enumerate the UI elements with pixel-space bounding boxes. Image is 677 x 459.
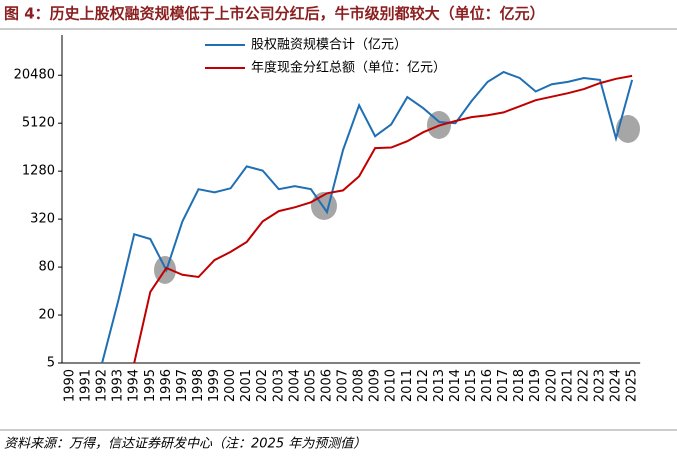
x-tick-label: 2016 <box>480 369 495 402</box>
x-tick-label: 2009 <box>368 369 383 402</box>
x-tick-label: 2015 <box>464 369 479 402</box>
x-tick-label: 2014 <box>448 369 463 402</box>
chart-title: 图 4：历史上股权融资规模低于上市公司分红后，牛市级别都较大（单位：亿元） <box>4 5 545 23</box>
x-tick-label: 1996 <box>159 369 174 402</box>
x-tick-label: 1992 <box>95 369 110 402</box>
legend-label: 年度现金分红总额（单位：亿元） <box>251 60 446 76</box>
x-tick-label: 2024 <box>609 369 624 402</box>
y-tick-label: 5 <box>47 356 55 371</box>
highlights <box>154 111 640 284</box>
x-tick-label: 1999 <box>207 369 222 402</box>
x-tick-label: 2019 <box>528 369 543 402</box>
x-tick-label: 2020 <box>544 369 559 402</box>
y-tick-label: 1280 <box>22 164 55 179</box>
x-tick-label: 2010 <box>384 369 399 402</box>
x-tick-label: 2023 <box>592 369 607 402</box>
series-line <box>133 74 633 364</box>
x-tick-label: 2011 <box>400 369 415 402</box>
series-line <box>101 70 634 364</box>
y-tick-label: 20 <box>38 308 55 323</box>
x-tick-label: 1990 <box>63 369 78 402</box>
x-tick-label: 2002 <box>255 369 270 402</box>
x-tick-label: 2000 <box>223 369 238 402</box>
source-note: 资料来源：万得，信达证券研发中心（注：2025 年为预测值） <box>4 436 366 452</box>
x-tick-label: 2021 <box>560 369 575 402</box>
x-tick-label: 1995 <box>143 369 158 402</box>
x-tick-label: 2001 <box>239 369 254 402</box>
x-tick-label: 2013 <box>432 369 447 402</box>
x-tick-label: 2012 <box>416 369 431 402</box>
x-tick-label: 1998 <box>191 369 206 402</box>
y-tick-label: 5120 <box>22 116 55 131</box>
legend-box <box>198 33 488 79</box>
x-tick-label: 1994 <box>127 369 142 402</box>
y-tick-label: 320 <box>30 212 55 227</box>
x-tick-label: 2004 <box>287 369 302 402</box>
x-tick-label: 2008 <box>352 369 367 402</box>
x-tick-label: 2006 <box>319 369 334 402</box>
highlight <box>616 115 640 143</box>
x-tick-label: 1991 <box>79 369 94 402</box>
x-tick-label: 2005 <box>303 369 318 402</box>
x-tick-label: 2018 <box>512 369 527 402</box>
x-tick-label: 2007 <box>336 369 351 402</box>
x-tick-label: 2017 <box>496 369 511 402</box>
x-tick-label: 2003 <box>271 369 286 402</box>
x-tick-label: 2022 <box>576 369 591 402</box>
y-tick-label: 80 <box>38 260 55 275</box>
x-tick-label: 1997 <box>175 369 190 402</box>
y-tick-label: 20480 <box>14 68 55 83</box>
x-tick-label: 2025 <box>625 369 640 402</box>
x-tick-label: 1993 <box>111 369 126 402</box>
legend-label: 股权融资规模合计（亿元） <box>251 37 407 53</box>
